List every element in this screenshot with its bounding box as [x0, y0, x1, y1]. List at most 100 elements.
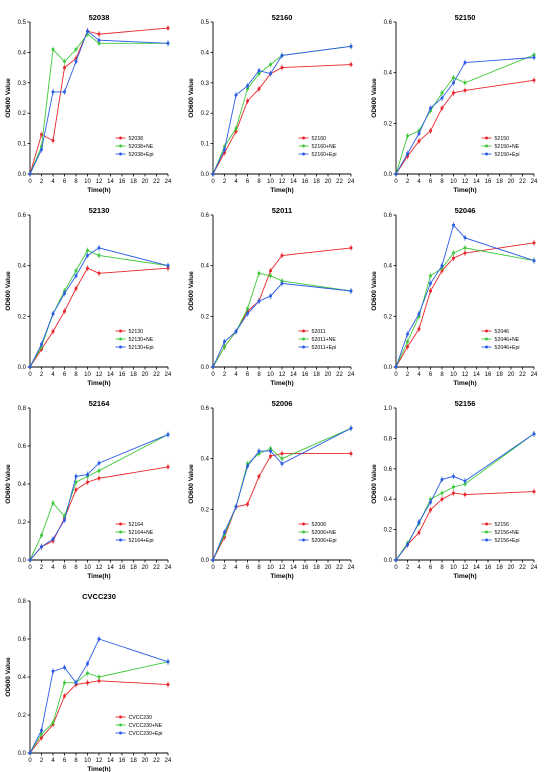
data-point — [406, 543, 409, 547]
x-axis-label: Time(h) — [453, 187, 476, 194]
series-line-52011+NE — [212, 272, 352, 368]
x-axis-label: Time(h) — [453, 380, 476, 387]
x-tick-label: 16 — [302, 565, 309, 571]
series-line-52046+NE — [395, 247, 535, 368]
legend-marker — [302, 538, 306, 542]
data-point — [86, 473, 89, 476]
legend-entry: 52160+NE — [312, 144, 337, 150]
data-point — [40, 148, 43, 152]
x-tick-label: 18 — [130, 758, 137, 764]
chart-title: 52156 — [455, 399, 476, 408]
y-tick-label: 0.2 — [384, 528, 393, 534]
x-tick-label: 12 — [279, 179, 286, 185]
data-point — [51, 139, 55, 143]
data-point — [269, 449, 272, 453]
data-point — [63, 694, 66, 698]
x-tick-label: 16 — [302, 179, 309, 185]
legend-marker — [119, 152, 123, 156]
y-tick-label: 0.0 — [384, 172, 393, 178]
legend-marker — [119, 538, 123, 542]
legend-entry: 52046+Epi — [495, 345, 520, 351]
data-point — [417, 531, 421, 535]
x-tick-label: 24 — [348, 372, 355, 378]
y-tick-label: 0.4 — [201, 457, 210, 463]
x-tick-label: 4 — [51, 372, 55, 378]
data-point — [280, 452, 284, 456]
x-tick-label: 10 — [84, 372, 91, 378]
data-point — [417, 131, 421, 135]
x-tick-label: 12 — [279, 565, 286, 571]
data-point — [51, 90, 55, 94]
data-point — [532, 490, 536, 494]
data-point — [532, 241, 536, 245]
data-point — [97, 254, 101, 258]
x-tick-label: 4 — [417, 565, 421, 571]
x-tick-label: 24 — [165, 758, 172, 764]
data-point — [28, 558, 32, 562]
data-point — [429, 274, 432, 278]
data-point — [166, 660, 170, 664]
data-point — [86, 671, 89, 675]
x-tick-label: 24 — [531, 179, 538, 185]
data-point — [211, 172, 215, 176]
x-tick-label: 18 — [313, 179, 320, 185]
data-point — [51, 537, 55, 541]
x-tick-label: 16 — [119, 758, 126, 764]
data-point — [28, 365, 32, 369]
y-axis-label: OD600 Value — [5, 464, 12, 504]
y-tick-label: 0.4 — [384, 497, 393, 503]
data-point — [40, 728, 43, 732]
data-point — [166, 26, 170, 30]
data-point — [463, 61, 467, 65]
x-tick-label: 8 — [74, 372, 78, 378]
x-tick-label: 22 — [336, 179, 343, 185]
x-tick-label: 14 — [107, 565, 114, 571]
data-point — [452, 91, 455, 95]
data-point — [166, 41, 170, 45]
data-point — [257, 299, 261, 303]
x-tick-label: 4 — [234, 179, 238, 185]
x-tick-label: 16 — [119, 179, 126, 185]
y-tick-label: 0.2 — [18, 314, 27, 320]
series-line-52130+Epi — [29, 247, 169, 368]
data-point — [63, 309, 66, 313]
x-axis-label: Time(h) — [453, 573, 476, 580]
data-point — [406, 134, 409, 138]
data-point — [452, 76, 455, 80]
data-point — [97, 41, 101, 45]
data-point — [51, 47, 55, 51]
data-point — [257, 271, 261, 275]
legend-entry: 52156+Epi — [495, 538, 520, 544]
data-point — [429, 281, 432, 285]
chart-title: 52046 — [455, 206, 476, 215]
series-line-52130+NE — [29, 249, 169, 368]
x-axis-label: Time(h) — [87, 187, 110, 194]
data-point — [97, 271, 101, 275]
data-point — [234, 126, 238, 130]
x-tick-label: 22 — [336, 565, 343, 571]
y-tick-label: 0.2 — [201, 314, 210, 320]
x-tick-label: 2 — [40, 372, 44, 378]
x-tick-label: 4 — [51, 179, 55, 185]
series-line-52164+Epi — [29, 434, 169, 561]
data-point — [246, 84, 249, 88]
data-point — [166, 683, 170, 687]
x-tick-label: 22 — [153, 372, 160, 378]
data-point — [86, 254, 89, 258]
data-point — [406, 340, 409, 344]
legend-entry: 52150+Epi — [495, 152, 520, 158]
y-tick-label: 0.6 — [384, 20, 393, 26]
legend-entry: 52164+Epi — [129, 538, 154, 544]
data-point — [257, 69, 261, 73]
legend-entry: 52006+Epi — [312, 538, 337, 544]
data-point — [97, 679, 101, 683]
data-point — [269, 294, 272, 298]
data-point — [40, 732, 43, 736]
y-axis-label: OD600 Value — [5, 657, 12, 697]
y-tick-label: 0.1 — [201, 142, 210, 148]
x-tick-label: 24 — [165, 179, 172, 185]
series-line-52156+Epi — [395, 433, 535, 561]
